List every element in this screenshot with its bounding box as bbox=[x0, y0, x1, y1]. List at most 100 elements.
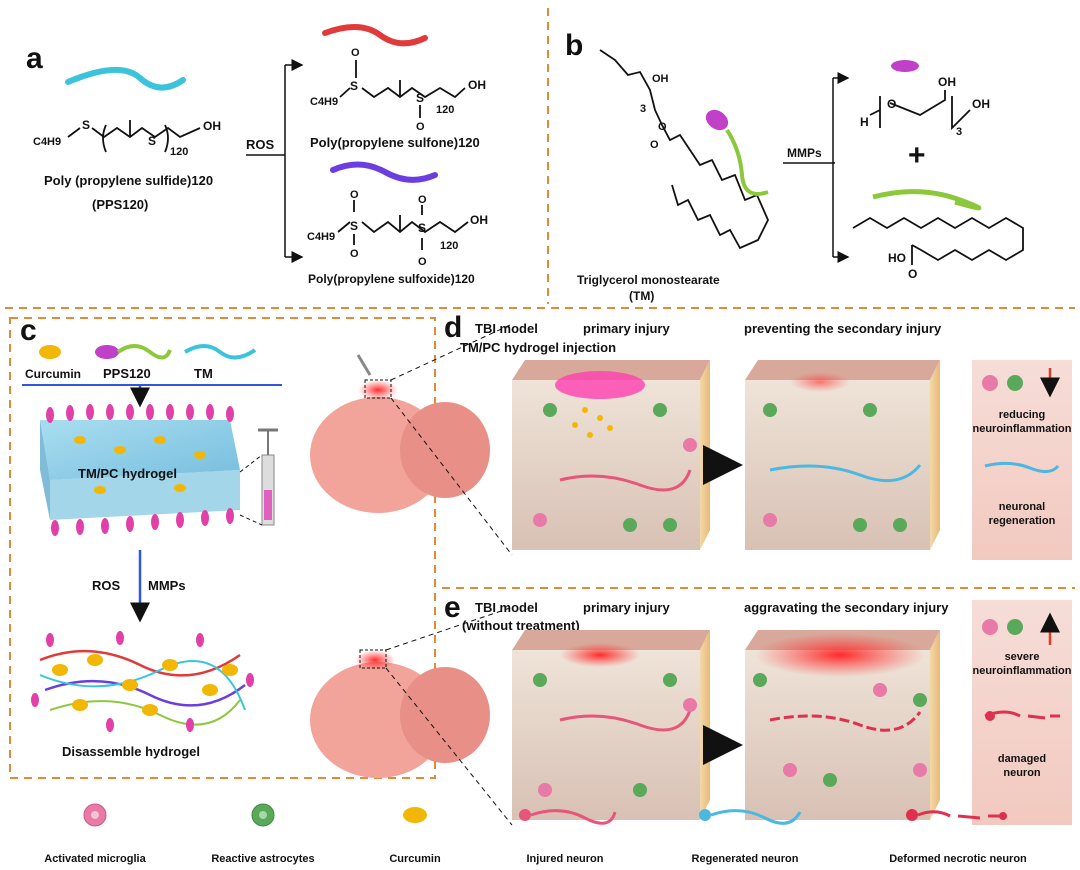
repeat-subscript: 120 bbox=[436, 104, 454, 116]
panel-label-b: b bbox=[565, 29, 583, 62]
o-atom: O bbox=[350, 248, 359, 260]
h-atom: H bbox=[860, 115, 869, 129]
d-outcome-2-line2: regeneration bbox=[989, 515, 1056, 527]
legend-injured-neuron: Injured neuron bbox=[519, 809, 617, 865]
sulfone-chain-icon bbox=[322, 24, 428, 47]
e-outcome-1-line1: severe bbox=[1005, 651, 1040, 663]
panel-label-c: c bbox=[20, 314, 37, 347]
s-atom: S bbox=[82, 118, 90, 132]
s-atom: S bbox=[350, 79, 358, 93]
repeat-subscript: 3 bbox=[640, 103, 646, 115]
s-atom: S bbox=[148, 134, 156, 148]
c4h9-label: C4H9 bbox=[33, 136, 61, 148]
panel-c-box bbox=[9, 317, 436, 779]
o-atom: O bbox=[887, 97, 896, 111]
tissue-block-prevented bbox=[745, 360, 940, 550]
oh-group: OH bbox=[470, 213, 488, 227]
panel-label-a: a bbox=[26, 42, 43, 75]
legend-label: Regenerated neuron bbox=[692, 853, 799, 865]
tm-head-icon bbox=[95, 345, 119, 359]
o-atom: O bbox=[416, 121, 425, 133]
brain-icon bbox=[310, 380, 490, 513]
stearic-acid-icon bbox=[872, 189, 982, 211]
legend-regenerated-neuron: Regenerated neuron bbox=[692, 809, 802, 865]
regenerated-neuron-icon bbox=[984, 461, 1060, 473]
repeat-subscript: 120 bbox=[440, 240, 458, 252]
hydrogel-block bbox=[40, 420, 240, 480]
legend-label: Curcumin bbox=[389, 853, 441, 865]
o-atom: O bbox=[350, 189, 359, 201]
mmps-trigger-label: MMPs bbox=[148, 578, 186, 593]
oh-group: OH bbox=[938, 75, 956, 89]
oh-group: OH bbox=[972, 97, 990, 111]
legend-curcumin: Curcumin bbox=[389, 807, 441, 865]
legend-label: Reactive astrocytes bbox=[211, 853, 314, 865]
legend: Activated microglia Reactive astrocytes … bbox=[44, 803, 1027, 865]
component-tm: TM bbox=[194, 366, 213, 381]
hydrogel-particles bbox=[46, 404, 234, 536]
sulfone-name: Poly(propylene sulfone)120 bbox=[310, 135, 480, 150]
curcumin-icon bbox=[39, 345, 61, 359]
o-atom: O bbox=[658, 121, 667, 133]
oh-group: OH bbox=[468, 78, 486, 92]
e-outcome-2-line2: neuron bbox=[1003, 767, 1041, 779]
sulfoxide-name: Poly(propylene sulfoxide)120 bbox=[308, 272, 475, 286]
d-model-label: TBI model bbox=[475, 321, 538, 336]
panel-label-e: e bbox=[444, 591, 461, 624]
disassembled-hydrogel bbox=[31, 631, 254, 732]
e-treatment-label: (without treatment) bbox=[462, 618, 580, 633]
disassemble-label: Disassemble hydrogel bbox=[62, 744, 200, 759]
legend-label: Activated microglia bbox=[44, 853, 146, 865]
o-atom: O bbox=[418, 194, 427, 206]
o-atom: O bbox=[908, 267, 917, 281]
syringe-icon bbox=[258, 428, 278, 526]
pps-abbrev: (PPS120) bbox=[92, 197, 148, 212]
repeat-subscript: 120 bbox=[170, 146, 188, 158]
e-outcome-1-line2: neuroinflammation bbox=[972, 665, 1071, 677]
e-stage-2: aggravating the secondary injury bbox=[744, 600, 949, 615]
e-stage-1: primary injury bbox=[583, 600, 670, 615]
tissue-block-aggravated bbox=[745, 630, 940, 820]
tm-head-icon bbox=[705, 109, 729, 131]
e-model-label: TBI model bbox=[475, 600, 538, 615]
tm-name: Triglycerol monostearate bbox=[577, 273, 720, 287]
legend-activated-microglia: Activated microglia bbox=[44, 803, 147, 865]
ros-trigger-label: ROS bbox=[92, 578, 121, 593]
e-outcome-2-line1: damaged bbox=[998, 753, 1046, 765]
d-outcome-2-line1: neuronal bbox=[999, 501, 1045, 513]
triglycerol-icon bbox=[891, 60, 919, 72]
panel-label-d: d bbox=[444, 311, 462, 344]
tm-abbrev: (TM) bbox=[629, 289, 654, 303]
pps-name: Poly (propylene sulfide)120 bbox=[44, 173, 213, 188]
tissue-block-primary bbox=[512, 360, 710, 550]
tm-tail-icon bbox=[116, 344, 172, 360]
plus-sign: + bbox=[908, 139, 926, 172]
tm-tail-icon bbox=[725, 128, 769, 196]
tissue-block-primary bbox=[512, 630, 710, 820]
repeat-subscript: 3 bbox=[956, 126, 962, 138]
s-atom: S bbox=[416, 91, 424, 105]
legend-deformed-necrotic-neuron: Deformed necrotic neuron bbox=[889, 809, 1027, 865]
panel-e: e TBI model (without treatment) primary … bbox=[310, 591, 1072, 826]
c4h9-label: C4H9 bbox=[307, 231, 335, 243]
oh-group: OH bbox=[203, 119, 221, 133]
d-outcome-1-line2: neuroinflammation bbox=[972, 423, 1071, 435]
o-atom: O bbox=[418, 256, 427, 268]
c4h9-label: C4H9 bbox=[310, 96, 338, 108]
ho-group: HO bbox=[888, 251, 906, 265]
s-atom: S bbox=[418, 221, 426, 235]
d-stage-2: preventing the secondary injury bbox=[744, 321, 942, 336]
pps-structure bbox=[67, 126, 201, 139]
panel-a: a C4H9 S S 120 OH Poly (propylene sulfid… bbox=[26, 24, 488, 286]
panel-d: d TBI model TM/PC hydrogel injection pri… bbox=[310, 311, 1072, 560]
ros-reagent-label: ROS bbox=[246, 137, 275, 152]
brain-icon bbox=[310, 650, 490, 778]
mmps-reagent-label: MMPs bbox=[787, 146, 822, 160]
legend-label: Deformed necrotic neuron bbox=[889, 853, 1027, 865]
component-curcumin: Curcumin bbox=[25, 367, 81, 381]
legend-reactive-astrocytes: Reactive astrocytes bbox=[211, 803, 315, 865]
needle-icon bbox=[356, 354, 372, 376]
pps-chain-icon bbox=[183, 344, 257, 360]
d-outcome-1-line1: reducing bbox=[999, 409, 1045, 421]
